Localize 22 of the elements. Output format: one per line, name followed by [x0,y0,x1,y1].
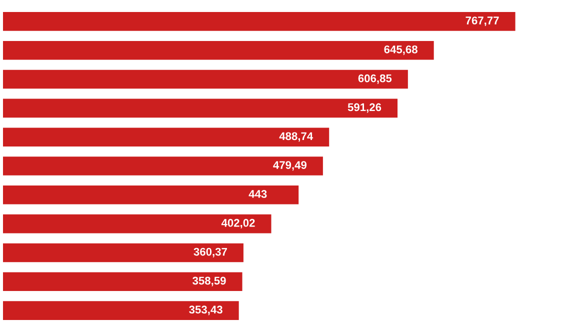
data-label: 402,02 [221,218,255,228]
bar [3,12,516,31]
data-label: 591,26 [348,103,382,113]
bar [3,243,244,262]
bar [3,301,239,320]
data-label: 645,68 [384,45,418,55]
data-label: 443 [248,190,267,198]
bar [3,156,323,176]
bar [3,214,272,234]
bar [3,98,398,118]
data-label: 488,74 [279,132,314,142]
data-label: 606,85 [358,74,392,84]
bar [3,186,299,204]
data-label: 353,43 [189,306,222,316]
data-label: 358,59 [192,276,226,286]
bar [3,70,408,89]
bar [3,272,242,292]
bar [3,40,434,60]
data-label: 479,49 [273,161,307,171]
data-label: 767,77 [466,16,499,26]
bar [3,128,330,146]
data-label: 360,37 [194,248,227,258]
